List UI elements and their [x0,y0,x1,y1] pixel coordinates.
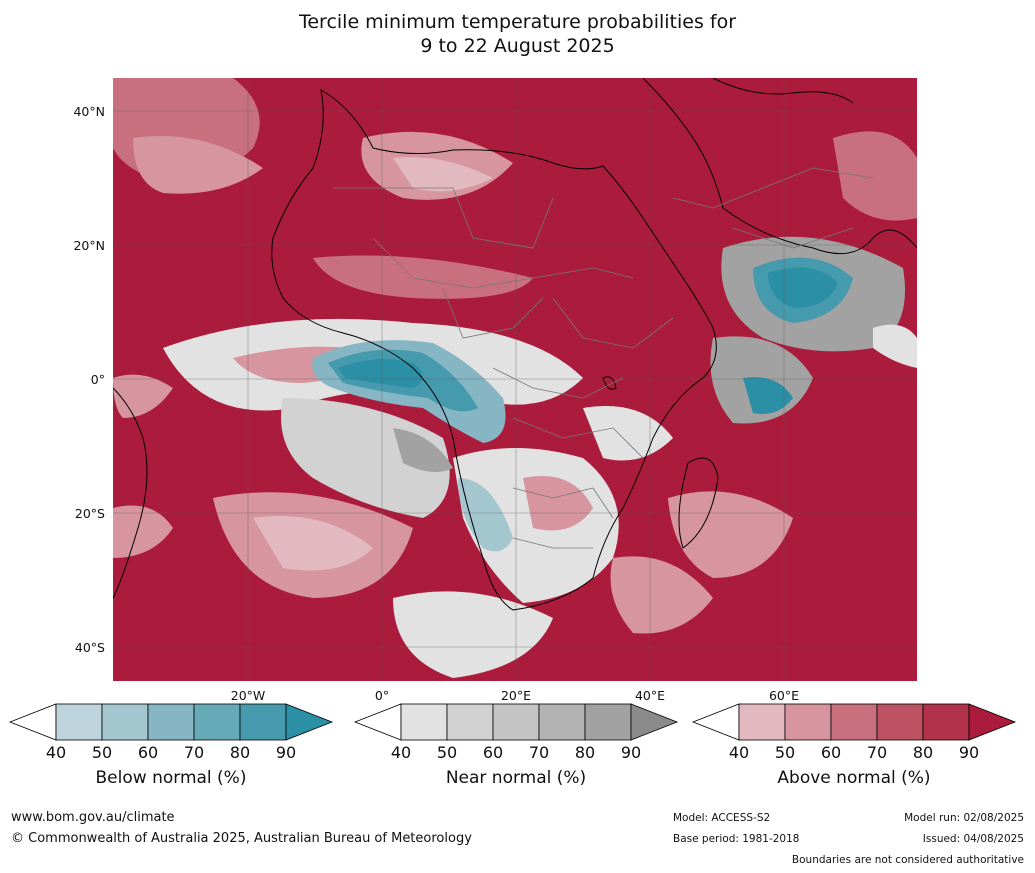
colorbar-svg [353,703,679,741]
colorbar-tick-label: 80 [912,743,934,762]
lat-label-0: 0° [90,372,105,387]
near-normal-region [393,591,553,678]
near-normal-region [281,398,450,518]
colorbar-segment [400,703,448,741]
below-normal-title: Below normal (%) [95,768,247,788]
lat-label-20s: 20°S [74,506,105,521]
colorbar-extend-high [630,703,679,741]
colorbar-segment [584,703,632,741]
colorbar-extend-high [285,703,334,741]
copyright-text: © Commonwealth of Australia 2025, Austra… [11,831,472,846]
base-period-label: Base period: 1981-2018 [673,833,800,845]
map-title: Tercile minimum temperature probabilitie… [0,10,1035,58]
graticule [113,78,917,681]
lon-label-60e: 60°E [768,688,800,703]
colorbar-tick-label: 80 [229,743,251,762]
colorbar-extend-low [8,703,57,741]
colorbar-segment [876,703,924,741]
lat-label-40s: 40°S [74,640,105,655]
title-line-2: 9 to 22 August 2025 [420,35,615,57]
above-normal-colorbar [691,703,1017,741]
colorbar-tick-label: 90 [620,743,642,762]
probability-map[interactable] [113,78,917,681]
colorbar-extend-high [968,703,1017,741]
colorbar-segment [830,703,878,741]
colorbar-tick-label: 50 [774,743,796,762]
colorbar-segment [538,703,586,741]
above-40-region [393,157,493,192]
colorbar-svg [691,703,1017,741]
coastlines [113,78,917,611]
lon-label-0: 0° [374,688,390,703]
above-50-region [523,476,593,531]
near-normal-region [583,406,673,461]
colorbar-segment [446,703,494,741]
colorbar-tick-label: 70 [528,743,550,762]
lon-label-20e: 20°E [500,688,532,703]
near-80-region [393,428,453,472]
near-normal-region [873,324,917,368]
colorbar-segment [239,703,287,741]
colorbar-svg [8,703,334,741]
colorbar-segment [101,703,149,741]
colorbar-segment [738,703,786,741]
below-90-region [338,359,423,388]
colorbar-tick-label: 90 [275,743,297,762]
colorbar-tick-label: 40 [390,743,412,762]
colorbar-tick-label: 40 [728,743,750,762]
colorbar-extend-low [353,703,402,741]
lon-label-20w: 20°W [230,688,266,703]
colorbar-tick-label: 60 [482,743,504,762]
above-50-region [113,505,173,558]
colorbar-tick-label: 60 [820,743,842,762]
above-50-region [133,136,263,194]
colorbar-segment [55,703,103,741]
disclaimer-text: Boundaries are not considered authoritat… [791,854,1024,866]
below-normal-region [458,478,513,552]
above-50-region [610,556,713,634]
below-normal-colorbar [8,703,334,741]
colorbar-tick-label: 40 [45,743,67,762]
issued-label: Issued: 04/08/2025 [922,833,1024,845]
below-90-region [768,267,838,308]
near-normal-colorbar [353,703,679,741]
near-normal-title: Near normal (%) [445,768,587,788]
colorbar-segment [492,703,540,741]
colorbar-tick-label: 60 [137,743,159,762]
colorbar-tick-label: 90 [958,743,980,762]
colorbar-segment [784,703,832,741]
lon-label-40e: 40°E [634,688,666,703]
above-40-region [253,516,373,571]
colorbar-tick-label: 70 [866,743,888,762]
above-60-region [313,255,533,299]
website-link[interactable]: www.bom.gov.au/climate [11,810,175,825]
colorbar-segment [193,703,241,741]
model-run-label: Model run: 02/08/2025 [904,812,1024,824]
above-normal-title: Above normal (%) [777,768,931,788]
lat-label-40n: 40°N [73,104,105,119]
colorbar-tick-label: 80 [574,743,596,762]
map-svg [113,78,917,681]
colorbar-segment [922,703,970,741]
model-label: Model: ACCESS-S2 [673,812,771,824]
above-60-region [833,131,917,221]
below-90-region [743,377,793,414]
colorbar-tick-label: 70 [183,743,205,762]
lat-label-20n: 20°N [73,238,105,253]
colorbar-extend-low [691,703,740,741]
colorbar-segment [147,703,195,741]
colorbar-tick-label: 50 [436,743,458,762]
country-borders [333,167,874,549]
colorbar-tick-label: 50 [91,743,113,762]
title-line-1: Tercile minimum temperature probabilitie… [298,11,737,33]
